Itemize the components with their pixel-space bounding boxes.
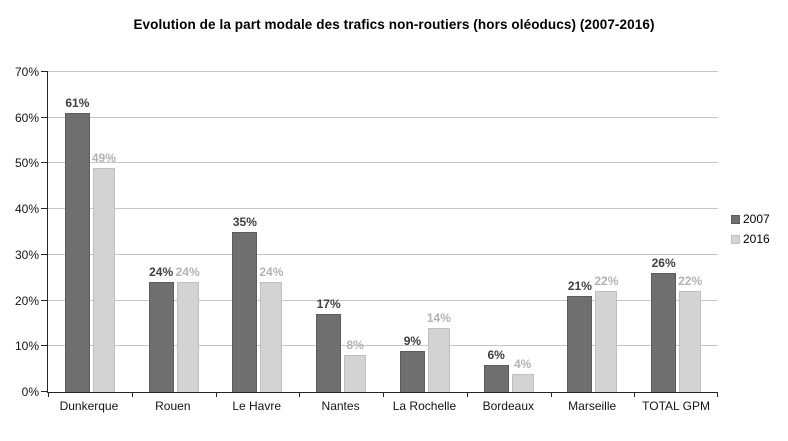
- y-tick-40%: [41, 208, 48, 210]
- bar-value-2007-rouen: 24%: [149, 265, 174, 280]
- bar-2007-marseille: 21%: [567, 280, 593, 392]
- y-tick-50%: [41, 162, 48, 164]
- bar-group-bordeaux: 6% 4%: [467, 72, 551, 392]
- bar-group-le-havre: 35% 24%: [216, 72, 300, 392]
- bar-2016-dunkerque: 49%: [92, 152, 116, 392]
- bar-value-2007-nantes: 17%: [316, 297, 341, 312]
- bar-value-2016-marseille: 22%: [594, 274, 619, 289]
- x-tick-4: [383, 393, 384, 397]
- bar-value-2007-le-havre: 35%: [232, 215, 257, 229]
- bar-2007-le-havre: 35%: [232, 216, 258, 392]
- x-tick-8: [717, 393, 718, 397]
- y-tick-70%: [41, 71, 48, 72]
- bar-2007-nantes: 17%: [316, 298, 342, 392]
- x-axis-label-la-rochelle: La Rochelle: [392, 399, 457, 413]
- bar-group-nantes: 17% 8%: [299, 72, 383, 392]
- gridline-50%: [48, 162, 718, 164]
- y-tick-10%: [41, 345, 48, 347]
- legend: 2007 2016: [731, 213, 770, 245]
- gridline-40%: [48, 208, 718, 210]
- bar-group-dunkerque: 61% 49%: [48, 72, 132, 392]
- bar-value-2016-dunkerque: 49%: [91, 151, 116, 165]
- y-tick-60%: [41, 116, 48, 118]
- bar-2016-marseille: 22%: [594, 275, 618, 392]
- legend-label-2007: 2007: [743, 212, 770, 226]
- bar-2007-la-rochelle: 9%: [399, 335, 425, 392]
- y-axis-label-50%: 50%: [14, 156, 39, 171]
- legend-item-2016: 2016: [731, 233, 770, 245]
- bar-2007-dunkerque: 61%: [64, 97, 90, 392]
- y-axis-label-20%: 20%: [14, 293, 39, 308]
- x-axis-label-marseille: Marseille: [568, 399, 617, 413]
- gridline-20%: [48, 299, 718, 301]
- x-tick-7: [634, 393, 636, 397]
- bar-value-2007-bordeaux: 6%: [487, 347, 505, 362]
- bar-2016-total-gpm: 22%: [678, 275, 702, 392]
- bar-value-2016-rouen: 24%: [175, 265, 200, 280]
- x-axis-label-rouen: Rouen: [155, 399, 191, 413]
- bar-value-2016-nantes: 8%: [346, 338, 364, 353]
- x-axis-label-total-gpm: TOTAL GPM: [642, 399, 710, 413]
- bar-2007-bordeaux: 6%: [483, 349, 509, 392]
- bar-value-2007-la-rochelle: 9%: [403, 333, 422, 348]
- y-tick-0%: [41, 391, 48, 392]
- bar-group-total-gpm: 26% 22%: [634, 72, 718, 392]
- x-tick-3: [299, 393, 301, 397]
- y-axis-label-70%: 70%: [14, 65, 39, 79]
- bar-value-2016-la-rochelle: 14%: [426, 311, 451, 325]
- y-tick-20%: [41, 299, 48, 301]
- y-axis-label-60%: 60%: [14, 110, 39, 125]
- gridline-30%: [48, 253, 718, 255]
- bar-group-la-rochelle: 9% 14%: [383, 72, 467, 392]
- legend-item-2007: 2007: [731, 213, 770, 225]
- x-tick-2: [215, 393, 217, 397]
- y-axis-label-10%: 10%: [14, 339, 39, 354]
- x-axis-labels: Dunkerque Rouen Le Havre Nantes La Rochelle B…: [47, 399, 718, 413]
- bar-groups: 61% 49% 24% 24% 35% 24% 17% 8% 9% 14% 6% 4% 21% 22% 26…: [48, 72, 718, 392]
- legend-label-2016: 2016: [743, 232, 770, 246]
- bar-value-2007-dunkerque: 61%: [65, 96, 90, 111]
- plot-area: 0% 10% 20% 30% 40% 50% 60% 70% 61% 49% 24% 24% 35% 24…: [15, 65, 718, 399]
- bar-2007-total-gpm: 26%: [651, 257, 677, 392]
- bar-group-marseille: 21% 22%: [551, 72, 635, 392]
- x-axis-label-le-havre: Le Havre: [232, 399, 282, 413]
- x-tick-5: [466, 393, 468, 397]
- x-tick-0: [48, 393, 49, 397]
- bar-group-rouen: 24% 24%: [132, 72, 216, 392]
- x-axis-label-bordeaux: Bordeaux: [482, 399, 534, 413]
- bar-2016-le-havre: 24%: [259, 266, 283, 392]
- bar-2016-nantes: 8%: [344, 339, 367, 392]
- x-tick-1: [131, 393, 133, 397]
- y-axis-label-40%: 40%: [14, 202, 39, 217]
- bar-value-2016-total-gpm: 22%: [678, 274, 703, 289]
- bar-value-2007-marseille: 21%: [567, 279, 592, 293]
- bar-value-2016-le-havre: 24%: [259, 265, 284, 280]
- bar-value-2007-total-gpm: 26%: [651, 256, 676, 271]
- gridline-60%: [48, 116, 718, 118]
- x-tick-6: [550, 393, 552, 397]
- bar-value-2016-bordeaux: 4%: [513, 356, 532, 371]
- x-axis-label-nantes: Nantes: [321, 399, 360, 413]
- y-axis-label-30%: 30%: [14, 247, 39, 262]
- gridline-10%: [48, 345, 718, 347]
- y-axis-label-0%: 0%: [21, 385, 39, 399]
- bar-2016-rouen: 24%: [176, 266, 200, 392]
- bar-2007-rouen: 24%: [148, 266, 174, 392]
- legend-swatch-2016: [731, 234, 740, 244]
- y-tick-30%: [41, 253, 48, 255]
- legend-swatch-2007: [731, 214, 740, 224]
- bar-2016-la-rochelle: 14%: [427, 312, 451, 392]
- chart-title: Evolution de la part modale des trafics …: [133, 17, 655, 32]
- gridline-70%: [48, 71, 718, 72]
- x-axis-label-dunkerque: Dunkerque: [59, 399, 119, 413]
- bar-2016-bordeaux: 4%: [511, 358, 534, 392]
